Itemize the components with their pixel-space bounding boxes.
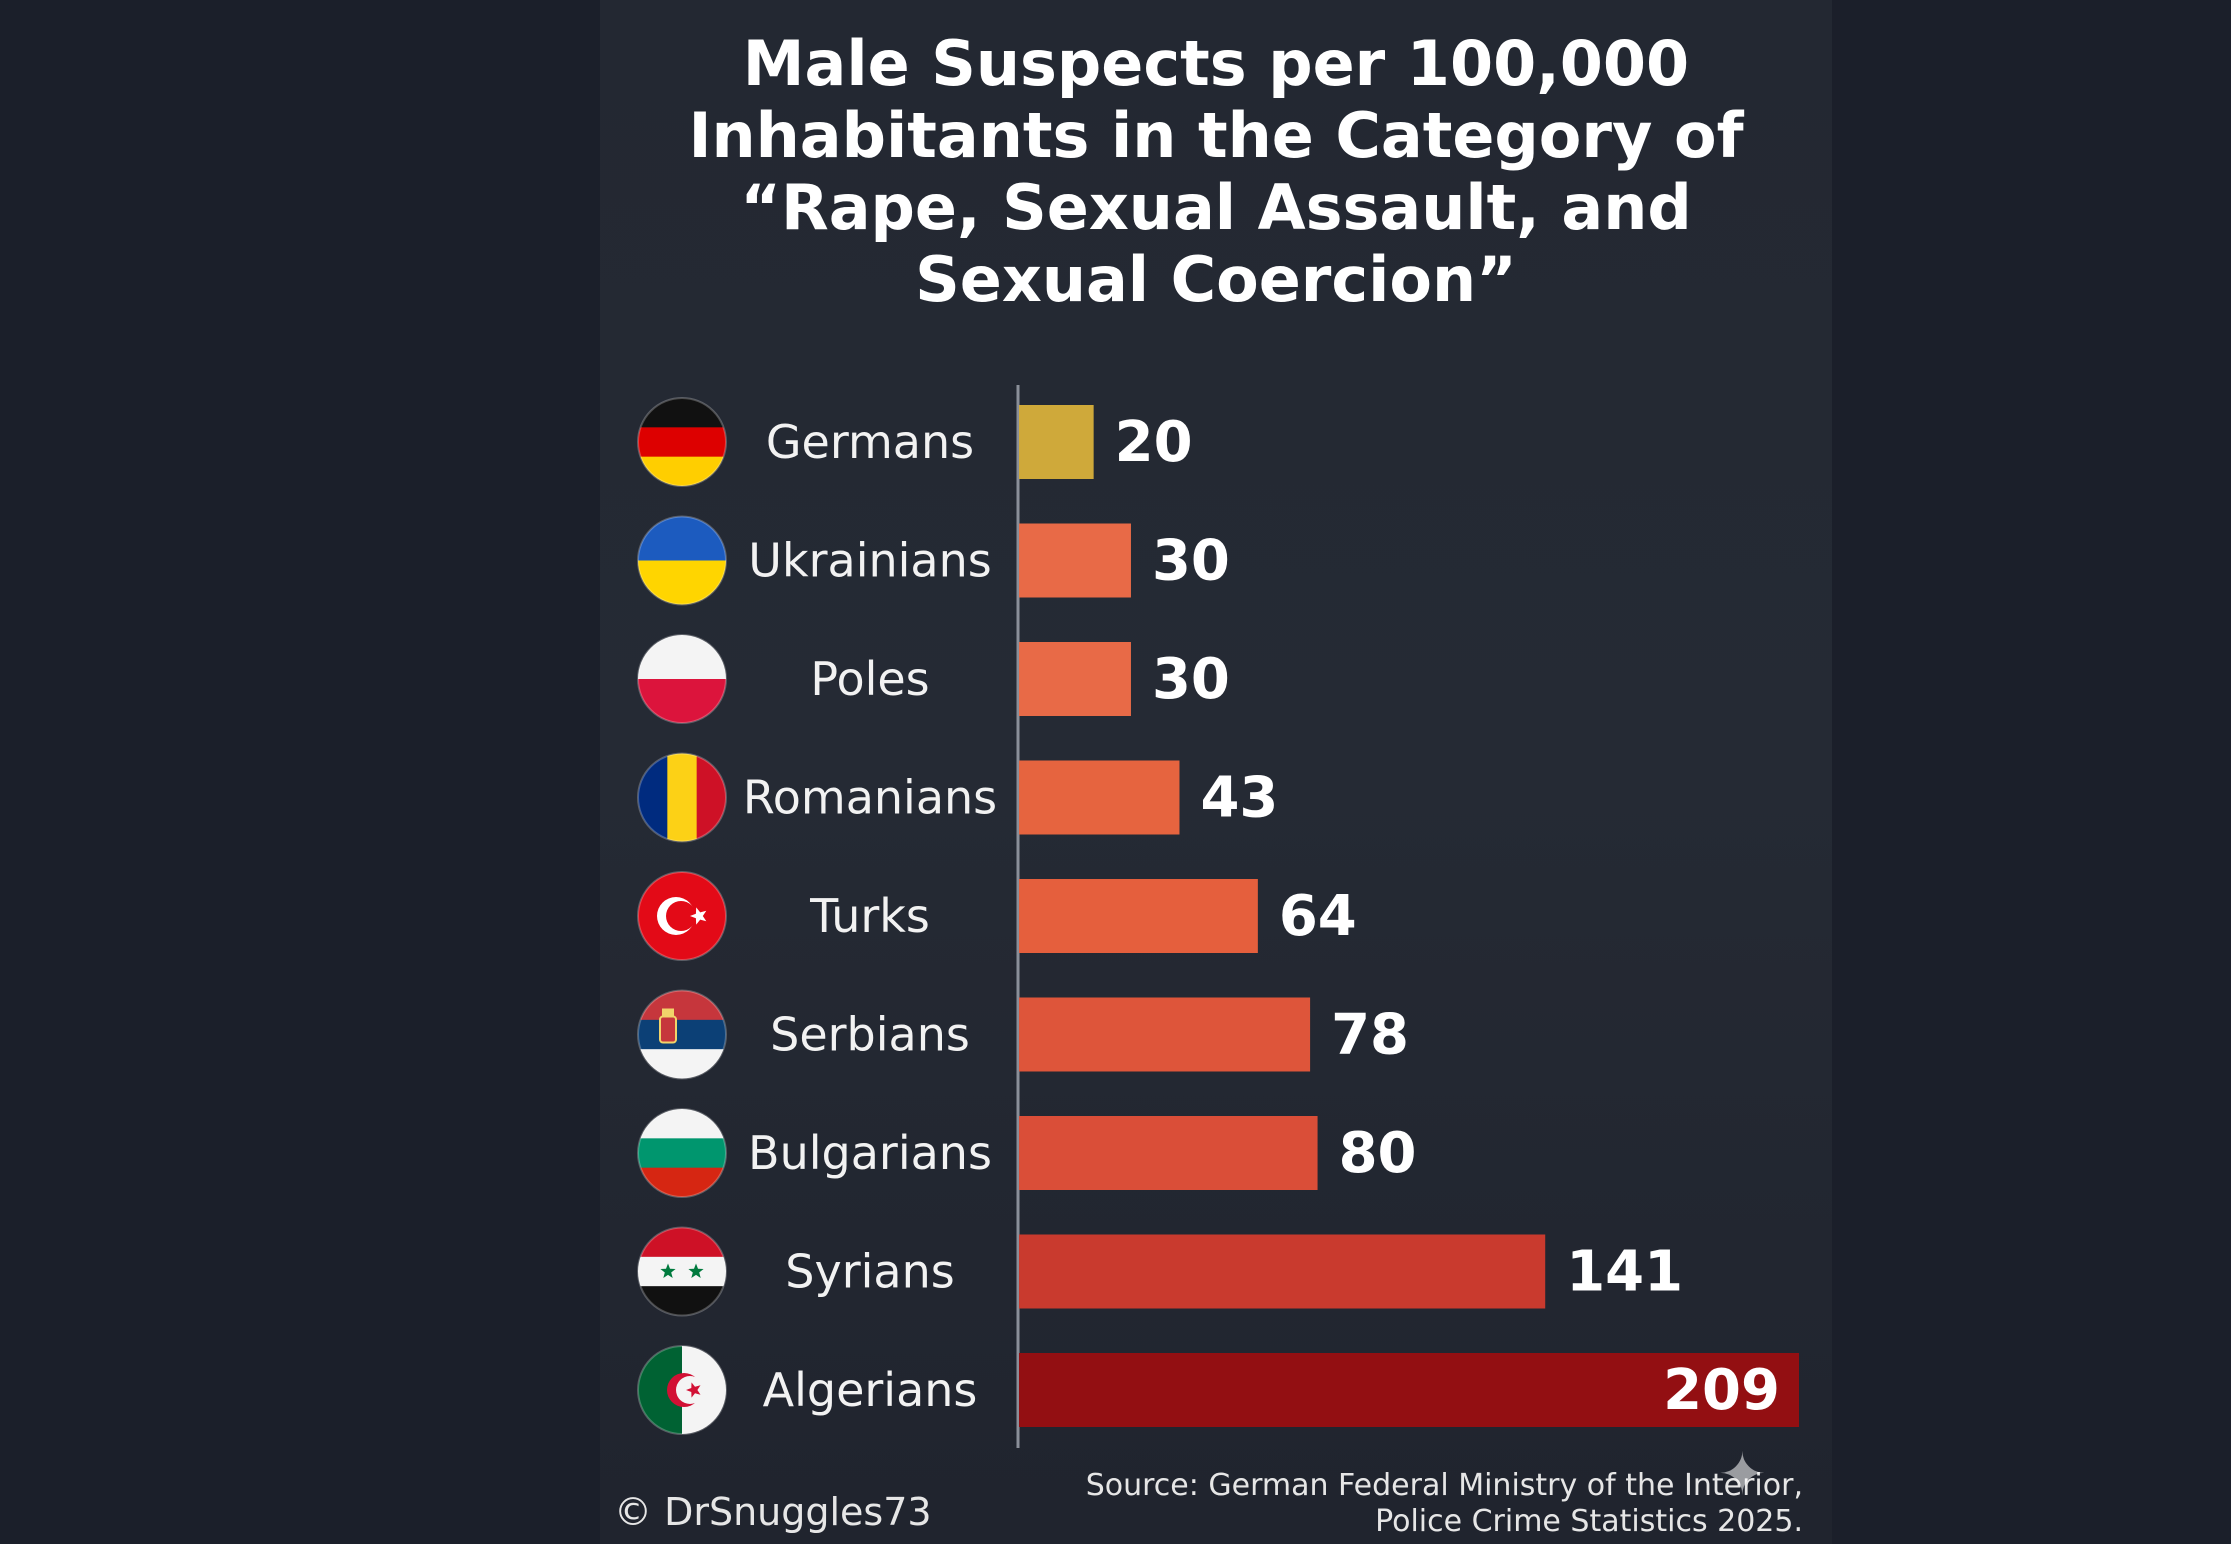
category-label: Germans — [766, 415, 974, 469]
bar — [1019, 405, 1094, 479]
category-label: Poles — [810, 652, 929, 706]
title-line: “Rape, Sexual Assault, and — [740, 171, 1692, 244]
title-line: Inhabitants in the Category of — [688, 99, 1744, 172]
chart-title: Male Suspects per 100,000 Inhabitants in… — [600, 28, 1832, 316]
source-note: Source: German Federal Ministry of the I… — [1043, 1468, 1803, 1540]
algeria-flag — [638, 1346, 726, 1434]
value-label: 78 — [1331, 1003, 1409, 1068]
flag-outline — [637, 397, 727, 487]
source-line: Source: German Federal Ministry of the I… — [1085, 1468, 1803, 1503]
value-label: 80 — [1339, 1121, 1417, 1186]
flag-outline — [637, 752, 727, 843]
category-label: Serbians — [770, 1008, 970, 1062]
credit-text: © DrSnuggles73 — [614, 1490, 932, 1534]
bar — [1019, 523, 1131, 598]
bar — [1019, 1234, 1546, 1309]
bar — [1019, 642, 1131, 716]
flag-outline — [637, 871, 727, 961]
flag-outline — [637, 1108, 727, 1198]
value-label: 30 — [1152, 529, 1230, 594]
category-label: Algerians — [763, 1363, 978, 1417]
flag-outline — [637, 1226, 727, 1317]
category-label: Bulgarians — [748, 1126, 992, 1180]
sparkle-icon: ✦ — [1718, 1442, 1767, 1507]
bar — [1019, 760, 1180, 835]
value-label: 141 — [1566, 1240, 1683, 1305]
bar — [1019, 879, 1258, 953]
category-label: Turks — [809, 889, 930, 943]
source-line: Police Crime Statistics 2025. — [1375, 1504, 1803, 1539]
category-label: Ukrainians — [748, 534, 991, 588]
title-line: Sexual Coercion” — [915, 243, 1517, 316]
flag-outline — [637, 515, 727, 606]
turkey-flag — [638, 872, 726, 960]
bar — [1019, 1353, 1799, 1427]
category-label: Syrians — [785, 1245, 954, 1299]
bar — [1019, 1116, 1318, 1190]
value-label: 64 — [1279, 884, 1357, 949]
flag-outline — [637, 634, 727, 724]
flag-outline — [637, 989, 727, 1080]
title-line: Male Suspects per 100,000 — [742, 27, 1690, 100]
category-label: Romanians — [743, 771, 997, 825]
bar — [1019, 997, 1311, 1072]
flag-outline — [637, 1345, 727, 1435]
value-label: 20 — [1115, 410, 1193, 475]
value-label: 30 — [1152, 647, 1230, 712]
value-label: 209 — [1663, 1358, 1780, 1423]
value-label: 43 — [1200, 766, 1278, 831]
